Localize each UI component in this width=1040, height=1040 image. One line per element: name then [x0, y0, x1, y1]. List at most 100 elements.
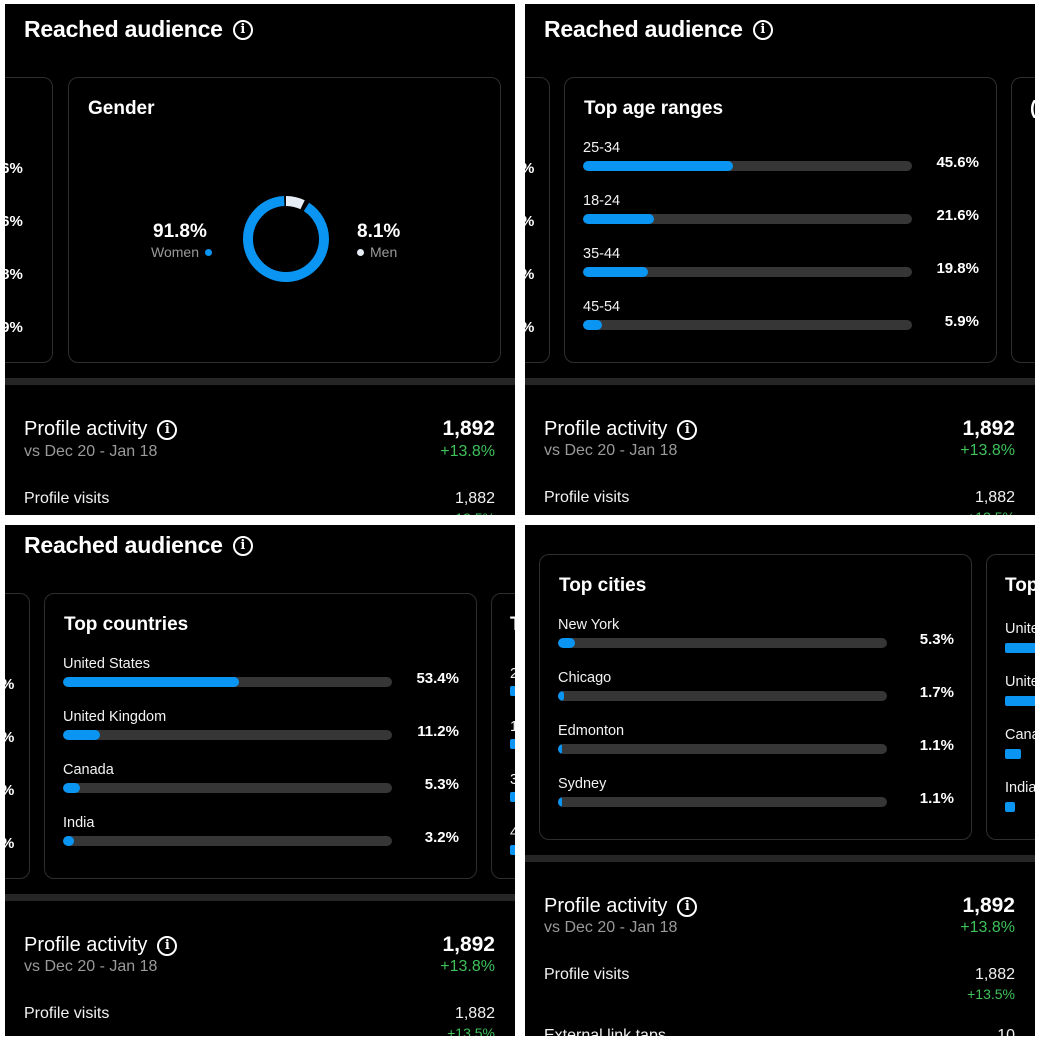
bar-percent: 1.1% [919, 737, 954, 754]
profile-activity-title: Profile activity i [544, 895, 698, 918]
men-legend: Men [357, 244, 397, 260]
clipped-card-left [525, 77, 550, 363]
edge-pct: .8% [5, 266, 23, 283]
info-icon[interactable]: i [232, 19, 253, 40]
section-divider [5, 894, 515, 901]
period-text: vs Dec 20 - Jan 18 [24, 443, 158, 460]
profile-visits-value: 1,882 [974, 489, 1015, 506]
bar-track [558, 638, 887, 648]
mini-bar [1005, 696, 1035, 706]
section-divider [525, 855, 1035, 862]
profile-activity-change: +13.8% [440, 958, 495, 975]
bar-percent: 21.6% [936, 207, 979, 224]
bar-row: New York 5.3% [558, 617, 954, 657]
profile-visits-label[interactable]: Profile visits [544, 489, 630, 506]
info-icon[interactable]: i [677, 419, 698, 440]
period-text: vs Dec 20 - Jan 18 [24, 958, 158, 975]
bar-row: 45-54 5.9% [583, 299, 979, 339]
bar-row: 35-44 19.8% [583, 246, 979, 286]
donut-slice-men [243, 196, 329, 282]
card-title: Gender [88, 98, 155, 119]
profile-activity-total: 1,892 [442, 933, 495, 956]
bar-fill [63, 836, 74, 846]
edge-pct: % [5, 835, 14, 852]
clipped-card-right: T 2 1 3 4 [491, 593, 515, 879]
card-title: Top cities [559, 575, 647, 596]
info-icon[interactable]: i [232, 535, 253, 556]
edge-pct: % [525, 160, 534, 177]
bar-label: Canada [63, 762, 114, 778]
profile-activity-title: Profile activity i [544, 418, 698, 441]
bar-track [583, 320, 912, 330]
period-text: vs Dec 20 - Jan 18 [544, 919, 678, 936]
clipped-card-right: Top Unite Unite Cana India [986, 554, 1035, 840]
bar-track [63, 836, 392, 846]
bar-fill [583, 161, 734, 171]
bar-fill [63, 730, 100, 740]
bar-percent: 53.4% [416, 670, 459, 687]
bar-label: 25-34 [583, 140, 621, 156]
edge-pct: % [525, 319, 534, 336]
age-card[interactable]: Top age ranges 25-34 45.6% 18-24 21.6% 35-44… [564, 77, 997, 363]
profile-visits-change: +13.5% [967, 509, 1015, 515]
panel-gender: Reached audience i .6% .6% .8% .9% Gende… [5, 4, 515, 515]
bar-track [558, 691, 887, 701]
bar-row: India 3.2% [63, 815, 459, 855]
profile-visits-label[interactable]: Profile visits [24, 1005, 110, 1022]
bar-fill [558, 691, 564, 701]
edge-pct: % [5, 676, 14, 693]
profile-visits-change: +13.5% [447, 1025, 495, 1036]
profile-visits-value: 1,882 [974, 966, 1015, 983]
mini-bar [510, 686, 515, 696]
bar-track [583, 214, 912, 224]
bar-track [558, 797, 887, 807]
bar-track [63, 730, 392, 740]
bar-row: Sydney 1.1% [558, 776, 954, 816]
bar-percent: 3.2% [424, 829, 459, 846]
edge-pct: .6% [5, 160, 23, 177]
profile-visits-change: +13.5% [967, 986, 1015, 1002]
bar-label: 35-44 [583, 246, 621, 262]
mini-bar [1005, 643, 1035, 653]
bar-fill [558, 638, 576, 648]
profile-activity-title: Profile activity i [24, 934, 178, 957]
bar-label: Chicago [558, 670, 612, 686]
bar-label: Edmonton [558, 723, 625, 739]
section-title: Reached audience i [24, 532, 253, 559]
women-dot [204, 248, 212, 256]
edge-pct: .9% [5, 319, 23, 336]
bar-fill [63, 677, 239, 687]
panel-countries: Reached audience i % % % % Top countries… [5, 525, 515, 1036]
info-icon[interactable]: i [752, 19, 773, 40]
bar-label: India [63, 815, 95, 831]
bar-fill [558, 797, 562, 807]
gender-card[interactable]: Gender 91.8% Women 8.1% Men [68, 77, 501, 363]
bar-percent: 5.3% [919, 631, 954, 648]
panel-age: Reached audience i % % % % Top age range… [525, 4, 1035, 515]
info-icon[interactable]: i [157, 935, 178, 956]
bar-fill [63, 783, 81, 793]
bar-label: United States [63, 656, 151, 672]
edge-pct: .6% [5, 213, 23, 230]
profile-activity-change: +13.8% [440, 443, 495, 460]
bar-row: United Kingdom 11.2% [63, 709, 459, 749]
bar-fill [583, 267, 649, 277]
edge-pct: % [525, 266, 534, 283]
bar-label: United Kingdom [63, 709, 167, 725]
profile-visits-label[interactable]: Profile visits [544, 966, 630, 983]
external-link-taps-label[interactable]: External link taps [544, 1027, 666, 1036]
men-pct: 8.1% [357, 221, 401, 242]
info-icon[interactable]: i [157, 419, 178, 440]
countries-card[interactable]: Top countries United States 53.4% United K… [44, 593, 477, 879]
donut-slice-women [243, 196, 329, 282]
bar-track [63, 783, 392, 793]
profile-activity-change: +13.8% [960, 919, 1015, 936]
mini-bar [1005, 749, 1021, 759]
info-icon[interactable]: i [677, 896, 698, 917]
profile-activity-title: Profile activity i [24, 418, 178, 441]
profile-visits-label[interactable]: Profile visits [24, 490, 110, 507]
profile-activity-total: 1,892 [962, 417, 1015, 440]
bar-percent: 5.9% [944, 313, 979, 330]
cities-card[interactable]: Top cities New York 5.3% Chicago 1.7% Edmont… [539, 554, 972, 840]
bar-row: 18-24 21.6% [583, 193, 979, 233]
